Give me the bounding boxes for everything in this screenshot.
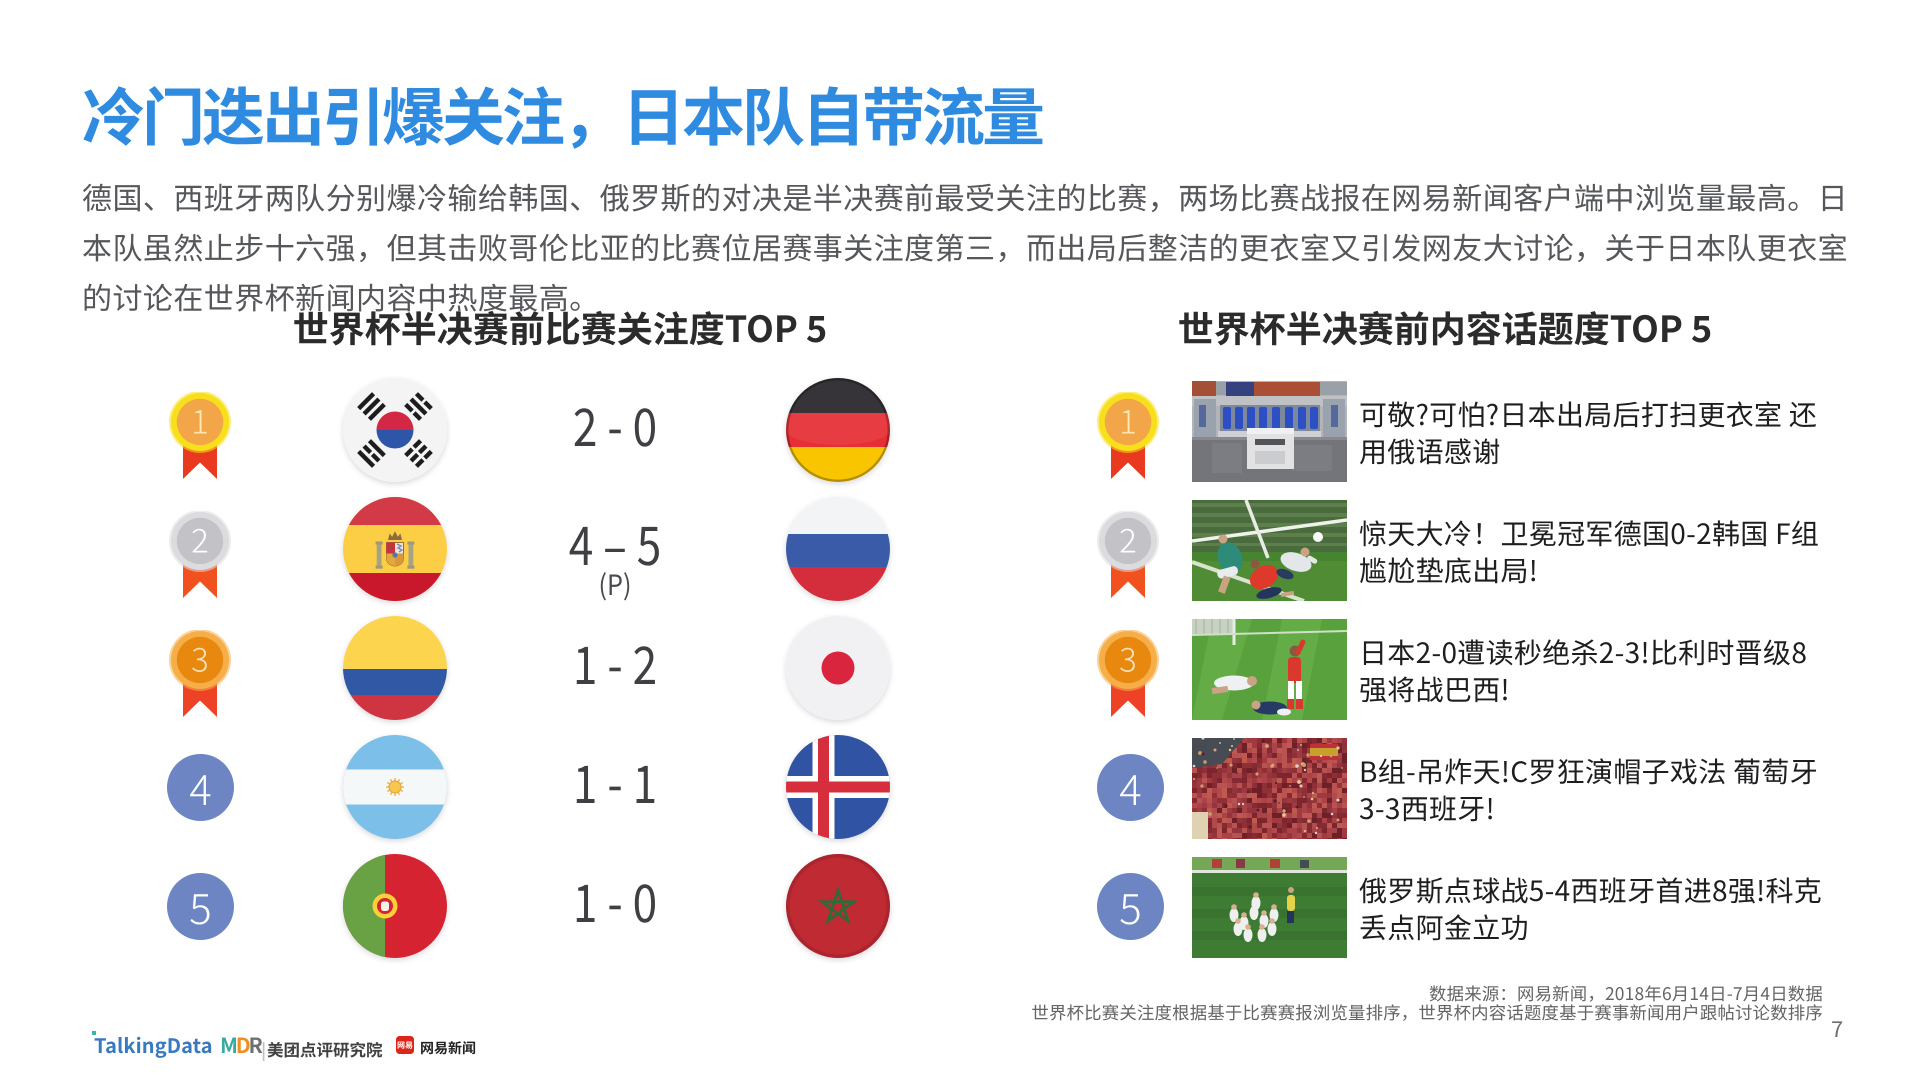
svg-text:1: 1: [191, 396, 209, 444]
svg-text:2: 2: [1119, 515, 1137, 563]
svg-text:3: 3: [191, 634, 209, 682]
svg-text:3: 3: [1119, 634, 1137, 682]
svg-text:1: 1: [1119, 396, 1137, 444]
svg-text:2: 2: [191, 515, 209, 563]
